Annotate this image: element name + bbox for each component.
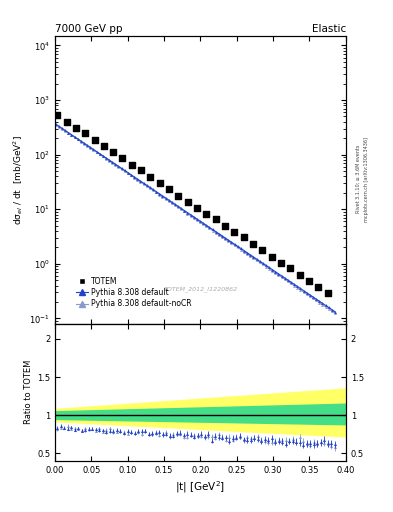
Point	[185, 198, 191, 206]
Point	[73, 123, 79, 132]
Y-axis label: dσ$_{el}$ / dt  [mb/GeV$^2$]: dσ$_{el}$ / dt [mb/GeV$^2$]	[11, 135, 25, 225]
Point	[315, 283, 321, 291]
Point	[231, 228, 237, 237]
Point	[259, 246, 266, 254]
Point	[250, 240, 256, 248]
Text: TOTEM_2012_I1220862: TOTEM_2012_I1220862	[163, 286, 237, 292]
Point	[138, 166, 144, 175]
Text: Elastic: Elastic	[312, 24, 346, 34]
Point	[175, 191, 182, 200]
Y-axis label: Ratio to TOTEM: Ratio to TOTEM	[24, 360, 33, 424]
Point	[91, 136, 97, 144]
Point	[82, 130, 88, 138]
X-axis label: |t| [GeV$^2$]: |t| [GeV$^2$]	[175, 479, 226, 495]
Point	[101, 142, 107, 151]
Text: Rivet 3.1.10; ≥ 3.6M events: Rivet 3.1.10; ≥ 3.6M events	[356, 145, 361, 214]
Point	[213, 216, 219, 224]
Point	[129, 161, 135, 169]
Point	[241, 233, 247, 242]
Point	[268, 253, 275, 261]
Legend: TOTEM, Pythia 8.308 default, Pythia 8.308 default-noCR: TOTEM, Pythia 8.308 default, Pythia 8.30…	[73, 273, 195, 311]
Point	[297, 271, 303, 279]
Point	[119, 154, 126, 162]
Point	[325, 289, 331, 297]
Point	[287, 264, 294, 272]
Point	[157, 179, 163, 187]
Point	[63, 118, 70, 126]
Point	[194, 203, 200, 211]
Point	[54, 112, 61, 120]
Point	[306, 276, 312, 285]
Point	[166, 185, 172, 193]
Text: mcplots.cern.ch [arXiv:1306.3436]: mcplots.cern.ch [arXiv:1306.3436]	[364, 137, 369, 222]
Text: 7000 GeV pp: 7000 GeV pp	[55, 24, 123, 34]
Point	[278, 259, 284, 267]
Point	[222, 222, 228, 230]
Point	[110, 147, 116, 156]
Point	[147, 173, 154, 181]
Point	[203, 210, 209, 218]
